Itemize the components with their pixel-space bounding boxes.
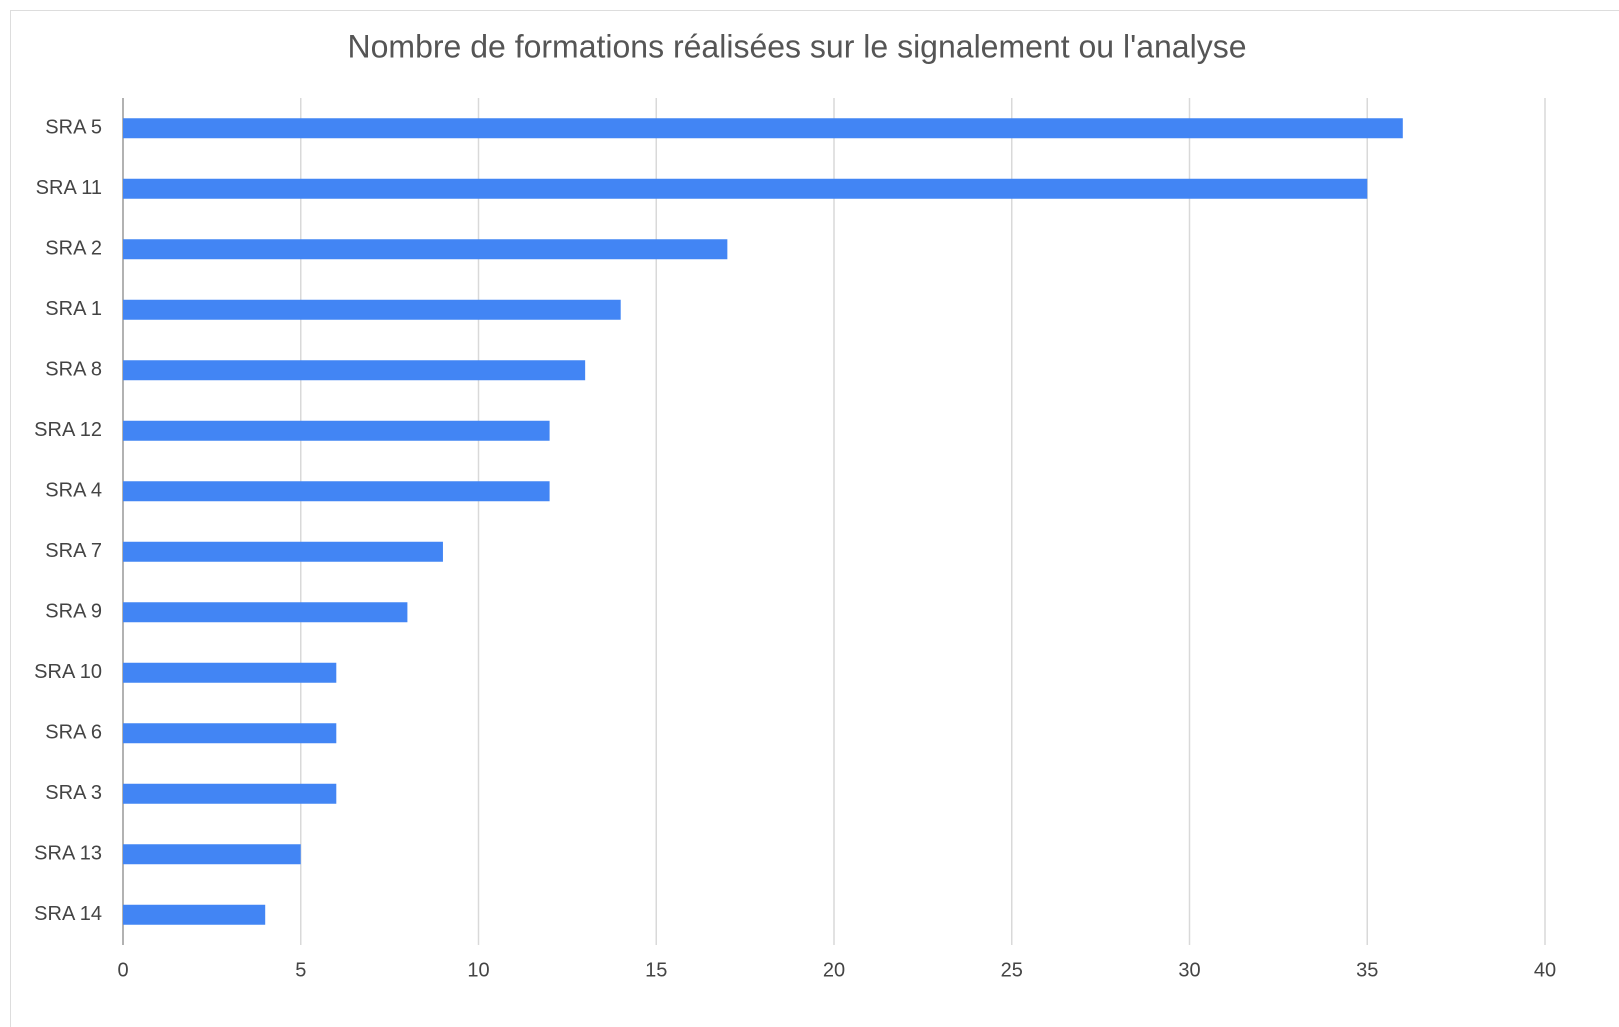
y-tick-label: SRA 2 [45, 238, 102, 260]
y-tick-label: SRA 13 [34, 843, 102, 865]
y-tick-label: SRA 11 [36, 177, 102, 199]
bar [123, 118, 1403, 139]
bar [123, 662, 337, 683]
x-tick-label: 30 [1178, 959, 1200, 981]
bar [123, 360, 586, 381]
y-tick-label: SRA 3 [45, 782, 102, 804]
y-tick-label: SRA 1 [45, 298, 102, 320]
y-tick-label: SRA 12 [34, 419, 102, 441]
x-tick-label: 35 [1356, 959, 1378, 981]
y-tick-label: SRA 10 [34, 661, 102, 683]
y-tick-label: SRA 9 [45, 601, 102, 623]
bar [123, 723, 337, 744]
bar [123, 783, 337, 804]
y-tick-label: SRA 4 [45, 480, 102, 502]
y-tick-label: SRA 14 [34, 903, 102, 925]
bar [123, 844, 301, 865]
bar [123, 904, 266, 925]
bar [123, 420, 550, 441]
y-tick-label: SRA 6 [45, 722, 102, 744]
y-tick-label: SRA 7 [45, 540, 102, 562]
x-tick-label: 5 [295, 959, 306, 981]
chart-title: Nombre de formations réalisées sur le si… [348, 28, 1247, 64]
x-tick-label: 20 [823, 959, 845, 981]
x-tick-label: 0 [117, 959, 128, 981]
x-tick-label: 10 [467, 959, 489, 981]
bar [123, 602, 408, 623]
x-tick-label: 40 [1534, 959, 1556, 981]
bar [123, 299, 621, 320]
x-tick-label: 15 [645, 959, 667, 981]
x-tick-label: 25 [1001, 959, 1023, 981]
chart-frame [10, 10, 1619, 1027]
bar [123, 239, 728, 260]
bar [123, 481, 550, 502]
y-tick-label: SRA 5 [45, 117, 102, 139]
y-tick-label: SRA 8 [45, 359, 102, 381]
bar [123, 541, 443, 562]
bar [123, 178, 1368, 199]
